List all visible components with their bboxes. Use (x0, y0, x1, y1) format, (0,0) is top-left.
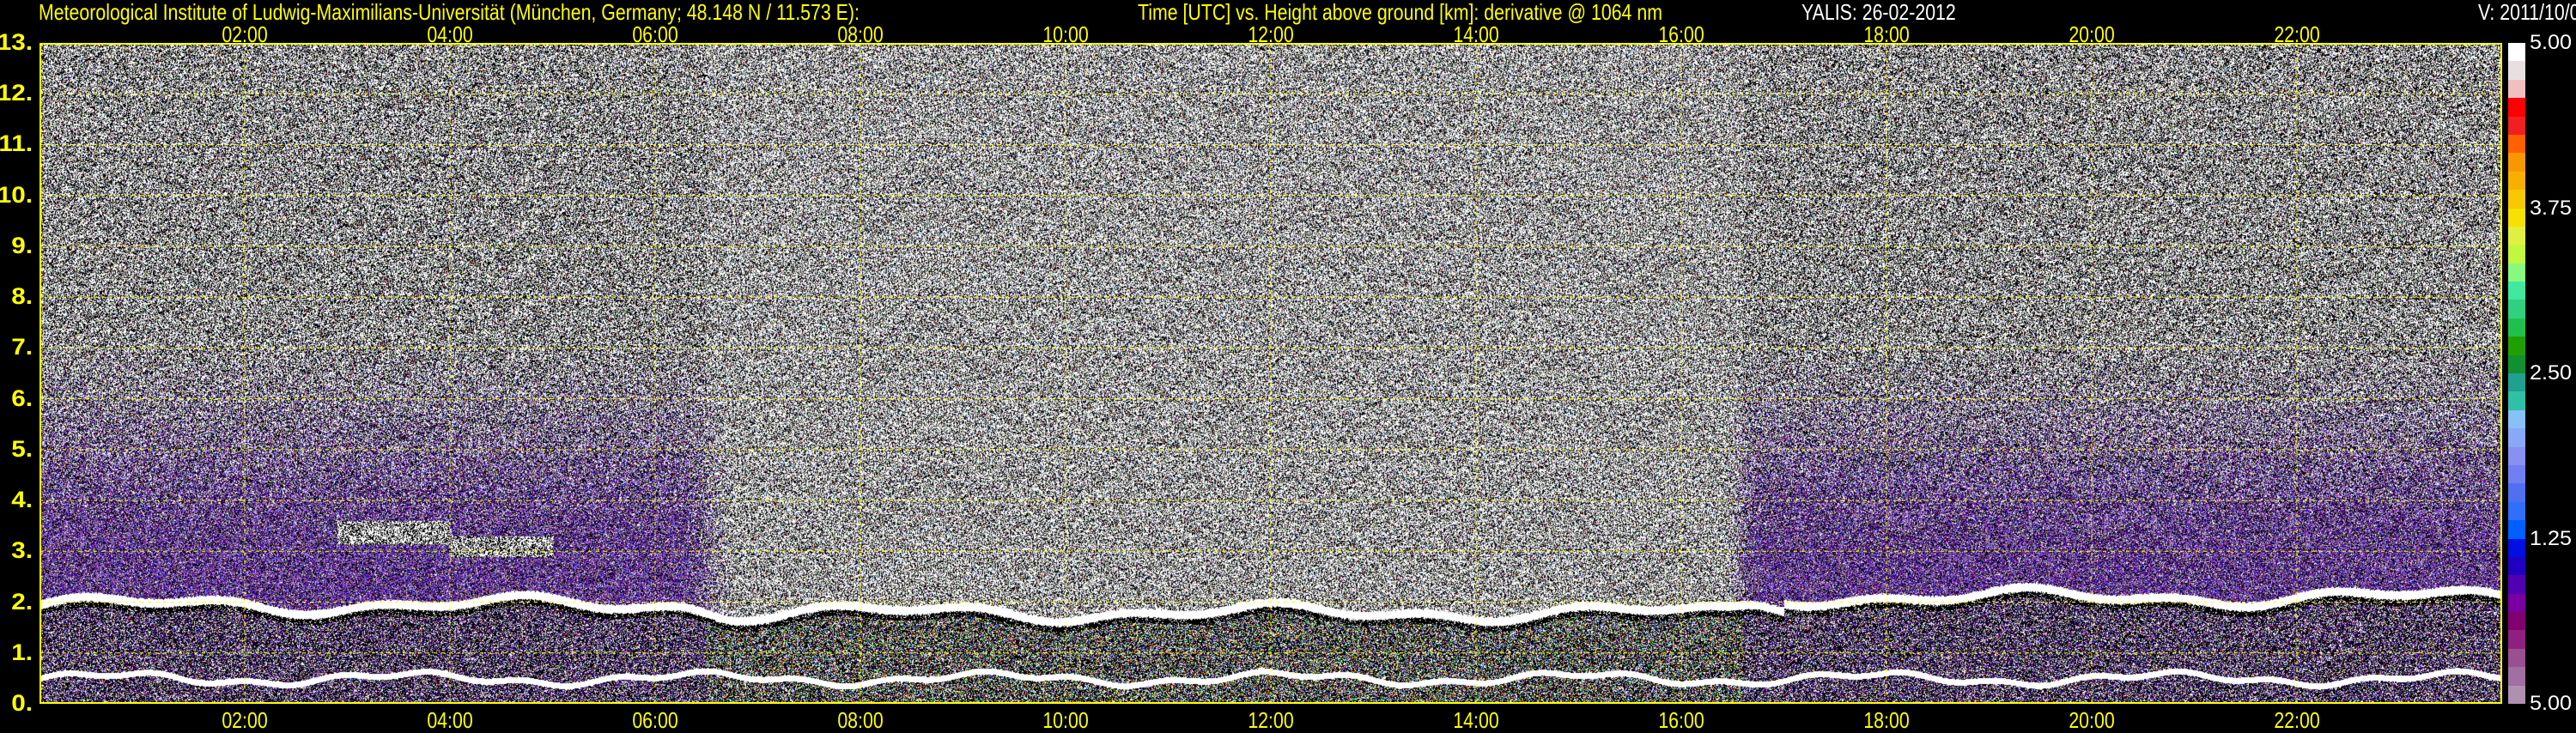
colorbar-swatch (2508, 648, 2525, 668)
colorbar-swatch (2508, 391, 2525, 411)
x-tick-label: 16:00 (1658, 707, 1704, 733)
colorbar-swatch (2508, 336, 2525, 356)
colorbar-swatch (2508, 300, 2525, 319)
colorbar-swatch (2508, 245, 2525, 264)
colorbar-swatch (2508, 483, 2525, 503)
colorbar-swatch (2508, 373, 2525, 392)
colorbar-swatch (2508, 79, 2525, 99)
colorbar-swatch (2508, 190, 2525, 209)
colorbar-swatch (2508, 153, 2525, 173)
colorbar-swatch (2508, 575, 2525, 595)
colorbar-swatch (2508, 464, 2525, 484)
x-tick-label: 02:00 (222, 707, 268, 733)
y-tick-label: 12. (0, 80, 33, 106)
colorbar-swatch (2508, 226, 2525, 245)
colorbar-swatch (2508, 98, 2525, 118)
x-tick-label: 20:00 (2069, 707, 2115, 733)
colorbar-tick-label: 5.00 (2530, 31, 2573, 54)
colorbar-swatch (2508, 556, 2525, 576)
x-tick-label: 18:00 (1863, 21, 1910, 47)
x-tick-label: 06:00 (632, 21, 678, 47)
y-tick-label: 4. (11, 487, 33, 513)
colorbar-swatch (2508, 61, 2525, 81)
y-tick-label: 10. (0, 181, 33, 208)
colorbar-swatch (2508, 685, 2525, 705)
x-tick-label: 02:00 (222, 21, 268, 47)
colorbar-tick-label: 5.00 (2530, 692, 2573, 715)
x-tick-label: 12:00 (1248, 707, 1294, 733)
y-tick-label: 7. (11, 334, 33, 360)
grid (39, 43, 2502, 704)
colorbar-swatch (2508, 134, 2525, 154)
x-tick-label: 04:00 (427, 707, 473, 733)
colorbar-tick-label: 2.50 (2530, 361, 2573, 385)
y-tick-label: 8. (11, 283, 33, 310)
colorbar-swatch (2508, 208, 2525, 227)
colorbar-tick-label: 3.75 (2530, 196, 2573, 220)
x-tick-label: 10:00 (1042, 707, 1089, 733)
y-tick-label: 6. (11, 385, 33, 411)
colorbar-swatch (2508, 116, 2525, 136)
colorbar-swatch (2508, 667, 2525, 687)
colorbar-swatch (2508, 520, 2525, 539)
y-tick-label: 3. (11, 537, 33, 564)
colorbar (2508, 43, 2525, 705)
y-tick-label: 2. (11, 588, 33, 615)
x-tick-label: 20:00 (2069, 21, 2115, 47)
x-tick-label: 14:00 (1453, 21, 1499, 47)
y-tick-label: 1. (11, 639, 33, 665)
version-label: V: 2011/10/05 (2478, 0, 2576, 25)
instrument-date: YALIS: 26-02-2012 (1801, 0, 1956, 25)
colorbar-swatch (2508, 501, 2525, 521)
colorbar-swatch (2508, 318, 2525, 337)
colorbar-swatch (2508, 409, 2525, 429)
x-tick-label: 10:00 (1042, 21, 1089, 47)
x-tick-label: 22:00 (2274, 21, 2320, 47)
colorbar-swatch (2508, 612, 2525, 631)
colorbar-swatch (2508, 171, 2525, 191)
x-tick-label: 08:00 (837, 21, 884, 47)
colorbar-swatch (2508, 593, 2525, 613)
x-tick-label: 06:00 (632, 707, 678, 733)
x-tick-label: 18:00 (1863, 707, 1910, 733)
y-tick-label: 13. (0, 29, 33, 55)
colorbar-swatch (2508, 446, 2525, 466)
colorbar-swatch (2508, 263, 2525, 282)
colorbar-swatch (2508, 538, 2525, 558)
colorbar-tick-label: 1.25 (2530, 526, 2573, 550)
colorbar-swatch (2508, 43, 2525, 62)
x-tick-label: 16:00 (1658, 21, 1704, 47)
y-tick-label: 5. (11, 435, 33, 462)
plot-area (39, 43, 2502, 704)
x-tick-label: 14:00 (1453, 707, 1499, 733)
colorbar-swatch (2508, 282, 2525, 300)
x-tick-label: 12:00 (1248, 21, 1294, 47)
y-tick-label: 0. (11, 690, 33, 716)
y-tick-label: 9. (11, 232, 33, 258)
colorbar-swatch (2508, 354, 2525, 374)
x-tick-label: 22:00 (2274, 707, 2320, 733)
colorbar-swatch (2508, 428, 2525, 448)
plot-description: Time [UTC] vs. Height above ground [km]:… (1138, 0, 1662, 25)
x-tick-label: 08:00 (837, 707, 884, 733)
institute-title: Meteorological Institute of Ludwig-Maxim… (39, 0, 860, 25)
colorbar-swatch (2508, 630, 2525, 650)
y-tick-label: 11. (0, 130, 33, 157)
x-tick-label: 04:00 (427, 21, 473, 47)
